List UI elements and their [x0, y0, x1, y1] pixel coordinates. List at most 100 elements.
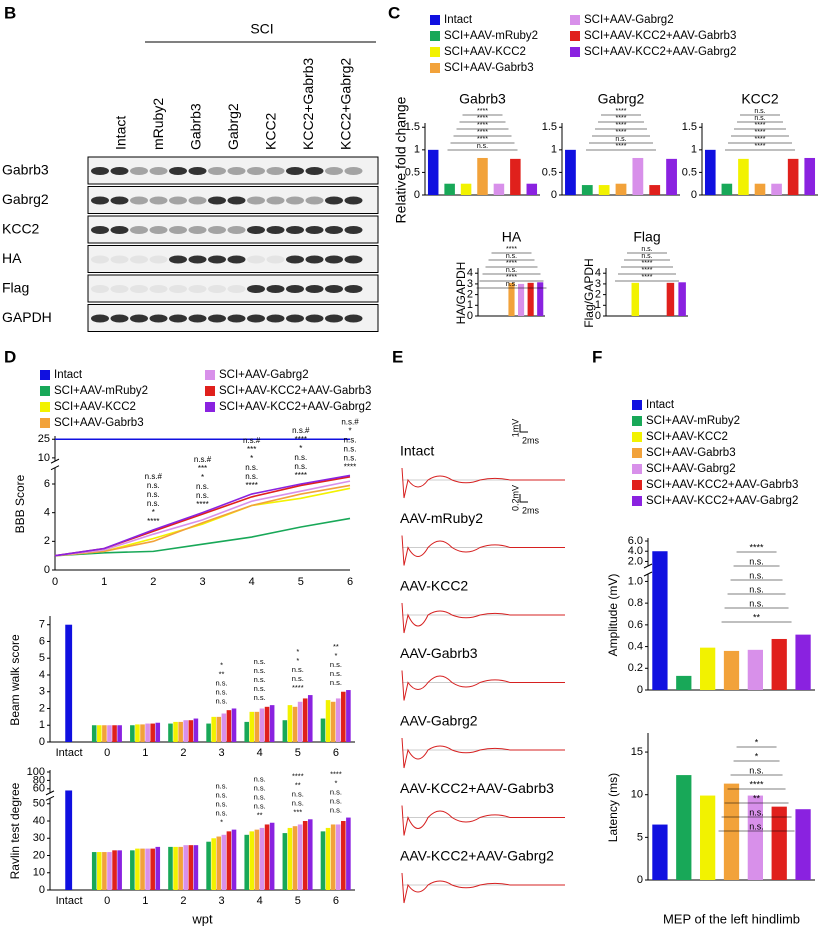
bar [254, 829, 260, 890]
bar [65, 790, 73, 890]
significance: **** [755, 143, 766, 150]
x-tick-label: 5 [295, 895, 301, 907]
bar [287, 705, 293, 742]
significance: n.s. [749, 598, 764, 608]
y-tick-label: 2 [595, 289, 601, 301]
significance: ** [333, 642, 339, 651]
bar [140, 848, 145, 890]
y-tick-label: 4 [44, 507, 50, 519]
blot-band [149, 314, 168, 323]
bar [135, 848, 140, 890]
x-tick-label: 1 [142, 895, 148, 907]
legend-swatch [632, 416, 642, 426]
lane-label: KCC2+Gabrg2 [338, 58, 354, 150]
x-tick-label: 4 [249, 576, 255, 588]
significance: n.s. [254, 784, 266, 793]
x-tick-label: 1 [101, 576, 107, 588]
blot-band [247, 226, 265, 234]
significance: n.s. [330, 669, 342, 678]
significance: n.s. [292, 665, 304, 674]
y-tick-label: 1.0 [628, 575, 643, 587]
legend-swatch [570, 15, 580, 25]
significance: n.s.# [243, 436, 261, 445]
significance: **** [295, 471, 307, 480]
blot-band [169, 255, 187, 264]
significance: ** [753, 793, 761, 803]
significance: n.s. [754, 115, 765, 122]
y-tick-label: 4 [39, 669, 45, 681]
bar [666, 158, 677, 195]
significance: * [296, 647, 299, 656]
significance: n.s. [254, 775, 266, 784]
y-tick-label: 0.2 [628, 662, 643, 674]
y-tick-label: 1 [414, 144, 420, 156]
blot-band [305, 255, 324, 264]
significance: **** [330, 770, 342, 779]
lane-label: KCC2+Gabrb3 [300, 58, 316, 150]
y-tick-label: 1.5 [405, 121, 420, 133]
significance: n.s. [749, 807, 764, 817]
x-tick-label: 0 [104, 895, 110, 907]
bar [795, 809, 811, 880]
bar [302, 698, 308, 742]
lane-label: Gabrg2 [225, 103, 241, 150]
bar [193, 718, 199, 742]
line [54, 480, 351, 557]
blot-band [208, 314, 226, 323]
y-tick-label: 1 [467, 299, 473, 311]
significance: **** [642, 267, 653, 274]
bar [302, 821, 308, 890]
lane-label: mRuby2 [150, 98, 166, 150]
bar [330, 824, 336, 890]
bar [346, 690, 351, 742]
bar [804, 157, 816, 195]
significance: **** [292, 683, 304, 692]
blot-band [266, 167, 285, 175]
y-tick-label: 2 [44, 535, 50, 547]
bar [330, 701, 336, 742]
bar [652, 824, 668, 880]
row-label: KCC2 [2, 221, 40, 237]
significance: n.s. [292, 798, 304, 807]
legend-label: SCI+AAV-Gabrb3 [444, 62, 534, 74]
x-tick-label: 4 [257, 747, 263, 759]
bar [244, 721, 250, 742]
x-tick-label: 5 [295, 747, 301, 759]
row-label: Gabrg2 [2, 191, 49, 207]
significance: **** [477, 122, 488, 129]
significance: n.s. [749, 570, 764, 580]
significance: **** [755, 136, 766, 143]
legend-label: SCI+AAV-KCC2 [444, 46, 526, 58]
significance: n.s. [641, 246, 652, 253]
significance: n.s. [147, 481, 160, 490]
bar [704, 149, 716, 195]
blot-band [266, 255, 285, 264]
blot-band [305, 226, 324, 234]
blot-band [227, 285, 246, 293]
bar [65, 624, 73, 742]
y-tick-label: 0.6 [628, 619, 643, 631]
trace-label: AAV-Gabrg2 [400, 713, 478, 729]
legend-swatch [430, 31, 440, 41]
significance: *** [198, 464, 207, 473]
blot-band [266, 226, 285, 234]
blot-band [325, 196, 343, 205]
y-tick-label: 0 [637, 874, 643, 886]
x-axis-label: wpt [191, 911, 213, 926]
y-tick-label: 10 [38, 452, 50, 464]
bar [226, 831, 232, 890]
blot-band [325, 255, 343, 264]
bar [282, 833, 288, 890]
significance: n.s. [330, 678, 342, 687]
y-tick-label: 0 [44, 564, 50, 576]
significance: n.s. [749, 556, 764, 566]
chart-title: Flag [633, 229, 660, 245]
bar [231, 708, 237, 742]
y-tick-label: 60 [33, 783, 45, 795]
blot-band [266, 196, 285, 205]
bar [678, 282, 686, 316]
line [54, 517, 351, 557]
blot-band [91, 226, 109, 234]
row-label: Gabrb3 [2, 162, 49, 178]
